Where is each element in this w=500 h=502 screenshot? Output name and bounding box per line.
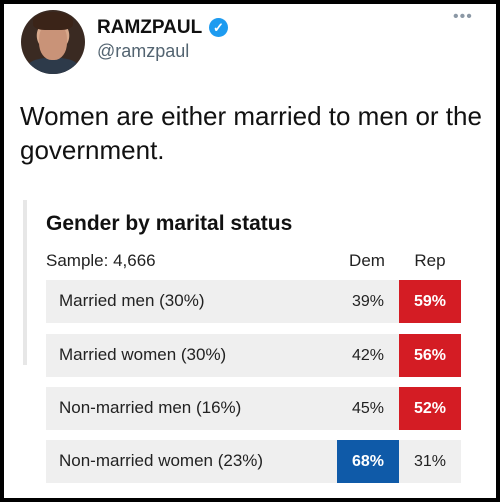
- dem-value: 68%: [337, 440, 399, 483]
- row-label: Non-married men (16%): [59, 398, 242, 417]
- row-label: Non-married women (23%): [59, 451, 264, 470]
- display-name[interactable]: RAMZPAUL: [97, 17, 203, 38]
- card-divider: [23, 200, 27, 365]
- rep-value: 52%: [399, 387, 461, 430]
- table-row: Non-married men (16%) 45% 52%: [46, 387, 461, 430]
- more-options-icon[interactable]: •••: [453, 8, 473, 25]
- table-row: Married women (30%) 42% 56%: [46, 334, 461, 377]
- verified-badge-icon: ✓: [209, 18, 228, 37]
- row-label: Married women (30%): [59, 345, 227, 364]
- sample-size: Sample: 4,666: [46, 251, 156, 270]
- dem-value: 39%: [351, 293, 385, 310]
- tweet-text: Women are either married to men or the g…: [20, 101, 482, 165]
- column-header-rep: Rep: [414, 251, 446, 270]
- rep-value: 59%: [399, 280, 461, 323]
- dem-value: 42%: [351, 347, 385, 364]
- table-row: Non-married women (23%) 68% 31%: [46, 440, 461, 483]
- column-header-dem: Dem: [349, 251, 385, 270]
- rep-value: 31%: [413, 453, 447, 470]
- avatar[interactable]: [21, 10, 85, 74]
- table-row: Married men (30%) 39% 59%: [46, 280, 461, 323]
- row-label: Married men (30%): [59, 291, 205, 310]
- tweet-card: RAMZPAUL ✓ @ramzpaul ••• Women are eithe…: [4, 4, 496, 498]
- card-title: Gender by marital status: [46, 212, 293, 235]
- rep-value: 56%: [399, 334, 461, 377]
- dem-value: 45%: [351, 400, 385, 417]
- user-handle[interactable]: @ramzpaul: [97, 41, 190, 61]
